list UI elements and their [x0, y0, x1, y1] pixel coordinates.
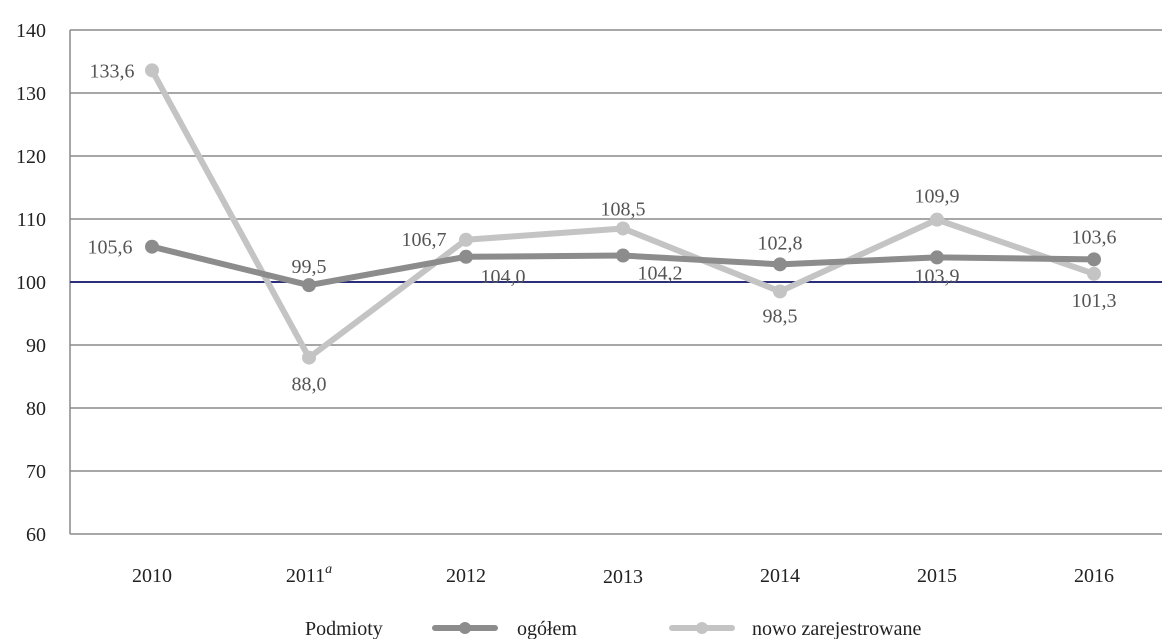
data-point: [302, 350, 316, 365]
x-tick-label: 2014: [760, 565, 800, 587]
y-tick-label: 140: [16, 20, 46, 42]
data-label: 101,3: [1072, 290, 1117, 312]
y-tick-label: 90: [26, 335, 46, 357]
data-point: [1087, 266, 1101, 281]
data-label: 108,5: [601, 198, 646, 220]
data-point: [773, 257, 787, 272]
x-tick-label: 2012: [446, 565, 486, 587]
data-point: [302, 278, 316, 293]
y-tick-label: 60: [26, 524, 46, 546]
data-point: [459, 232, 473, 247]
data-label: 99,5: [292, 256, 327, 278]
x-tick-label: 2013: [603, 566, 643, 588]
y-tick-label: 70: [26, 461, 46, 483]
x-tick-superscript: a: [325, 562, 332, 577]
legend-swatch-marker: [696, 622, 708, 634]
y-axis: 60 70 80 90 100 110 120 130 140: [16, 20, 46, 546]
data-label: 133,6: [90, 60, 135, 82]
data-label: 104,0: [481, 266, 526, 288]
data-labels: 105,6 99,5 104,0 104,2 102,8 103,9 103,6 133,6 8…: [88, 60, 1117, 395]
data-point: [145, 239, 159, 254]
data-label: 106,7: [402, 229, 447, 251]
data-label: 98,5: [763, 305, 798, 327]
legend: Podmioty ogółem nowo zarejestrowane: [305, 618, 921, 639]
x-tick-label: 2015: [917, 565, 957, 587]
data-point: [1087, 252, 1101, 267]
data-label: 103,9: [915, 265, 960, 287]
y-tick-label: 120: [16, 146, 46, 168]
y-tick-label: 80: [26, 398, 46, 420]
data-point: [616, 248, 630, 263]
data-label: 102,8: [758, 232, 803, 254]
grid: [69, 29, 1162, 535]
data-label: 109,9: [915, 186, 960, 208]
x-axis: 2010 2011a 2012 2013 2014 2015 2016: [132, 562, 1114, 588]
y-tick-label: 110: [17, 209, 46, 231]
legend-title: Podmioty: [305, 618, 383, 639]
data-point: [773, 284, 787, 299]
data-point: [145, 63, 159, 78]
data-point: [616, 221, 630, 236]
data-label: 88,0: [292, 374, 327, 396]
legend-swatch-marker: [459, 622, 471, 634]
data-label: 105,6: [88, 237, 133, 259]
data-point: [930, 250, 944, 265]
data-label: 103,6: [1072, 226, 1117, 248]
y-tick-label: 130: [16, 83, 46, 105]
data-point: [459, 249, 473, 264]
series-group: [145, 63, 1101, 365]
x-tick-label: 2016: [1074, 565, 1114, 587]
legend-entry: nowo zarejestrowane: [752, 618, 921, 639]
y-tick-label: 100: [16, 272, 46, 294]
x-tick-label: 2010: [132, 565, 172, 587]
data-label: 104,2: [638, 263, 683, 285]
data-point: [930, 212, 944, 227]
x-tick-label: 2011a: [286, 562, 332, 587]
legend-entry: ogółem: [517, 618, 577, 639]
